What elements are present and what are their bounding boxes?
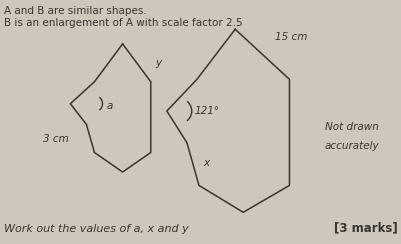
Text: y: y bbox=[154, 59, 160, 68]
Text: 121°: 121° bbox=[194, 106, 220, 116]
Text: B is an enlargement of A with scale factor 2.5: B is an enlargement of A with scale fact… bbox=[4, 18, 242, 28]
Text: accurately: accurately bbox=[324, 142, 378, 151]
Text: A and B are similar shapes.: A and B are similar shapes. bbox=[4, 6, 146, 16]
Text: x: x bbox=[203, 159, 209, 168]
Text: 15 cm: 15 cm bbox=[275, 32, 307, 41]
Text: [3 marks]: [3 marks] bbox=[333, 221, 397, 234]
Text: a: a bbox=[106, 101, 113, 111]
Text: Not drawn: Not drawn bbox=[324, 122, 378, 132]
Text: Work out the values of a, x and y: Work out the values of a, x and y bbox=[4, 224, 188, 234]
Text: 3 cm: 3 cm bbox=[43, 134, 68, 144]
